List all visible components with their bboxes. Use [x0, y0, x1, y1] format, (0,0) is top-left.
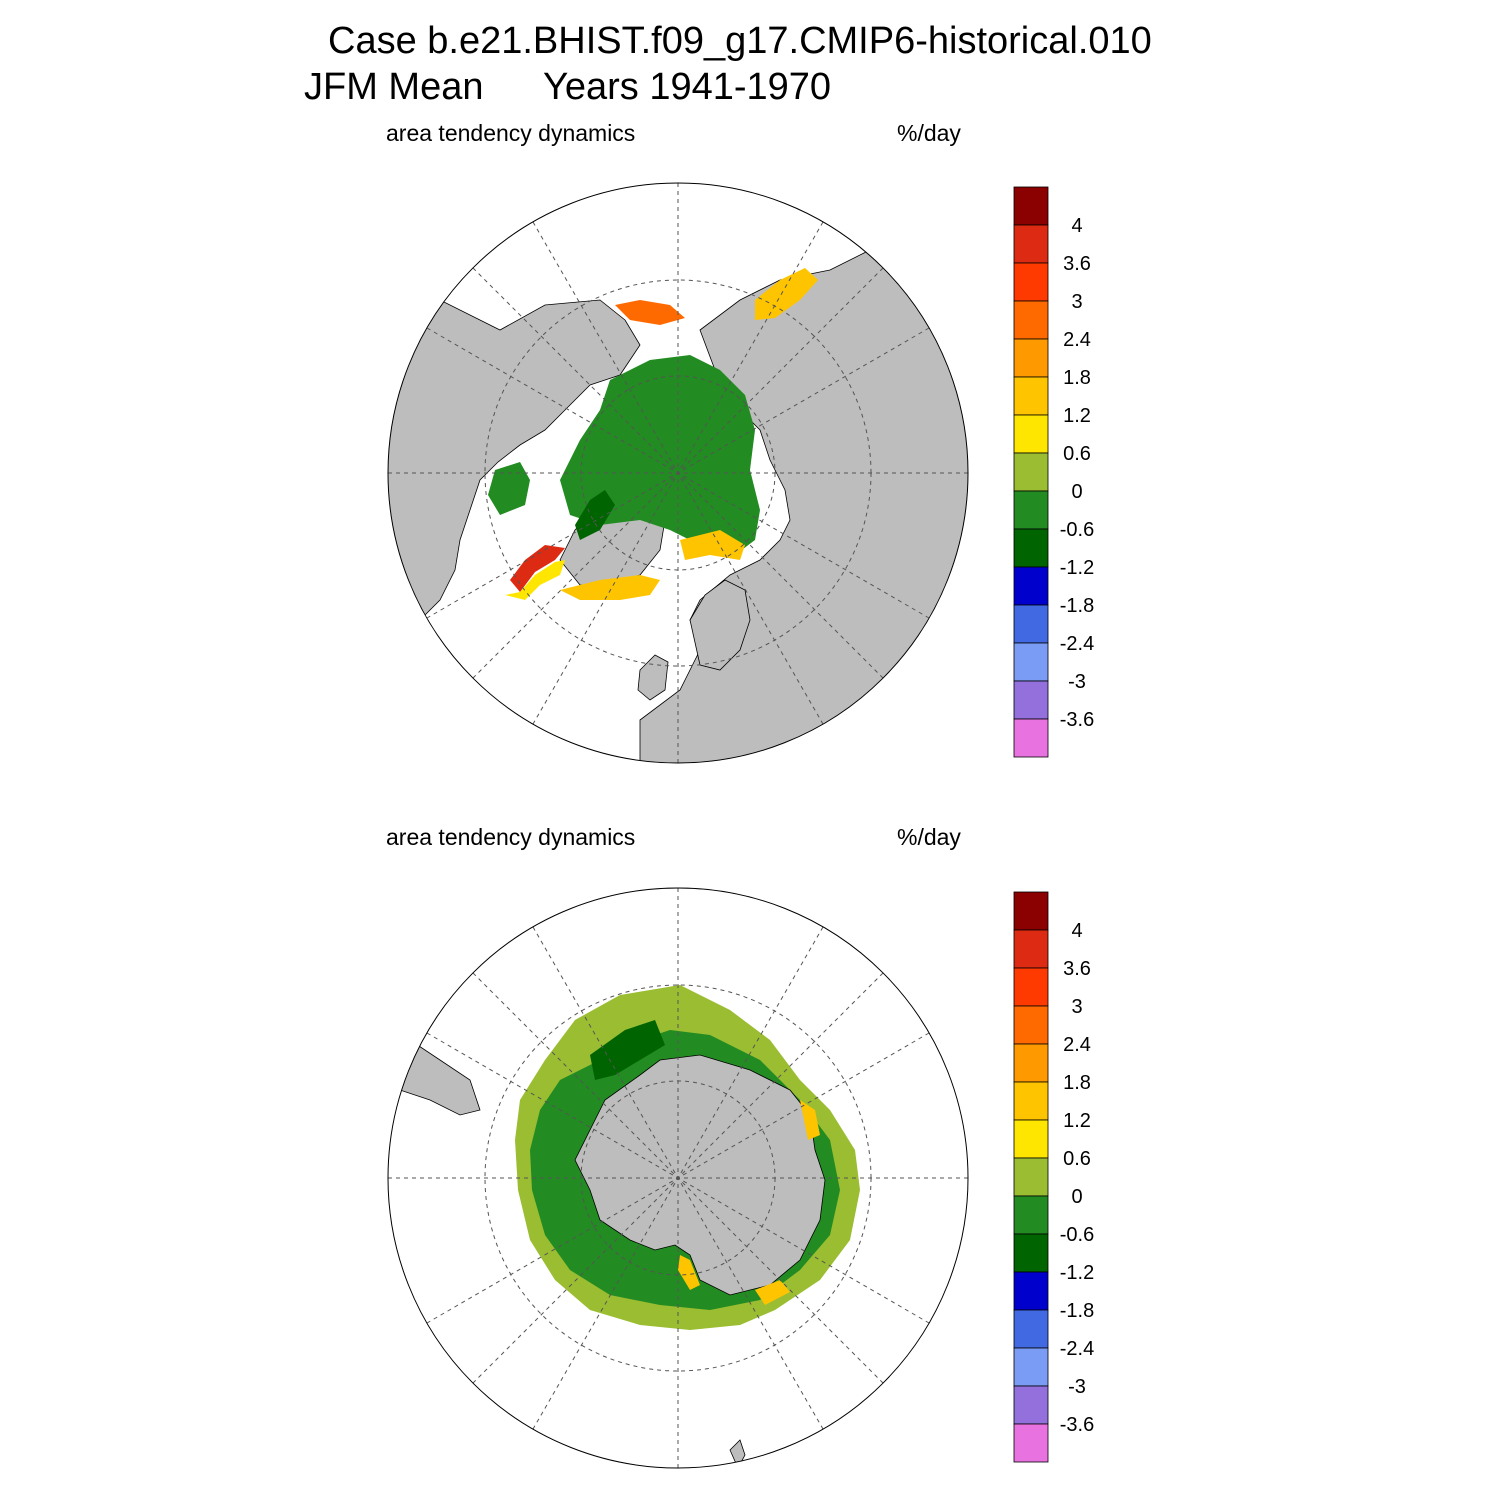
- weddell-sea-ice-edge: [678, 1255, 700, 1290]
- north-colorbar-box-4: [1013, 338, 1049, 378]
- south-colorbar-tick-label: 0.6: [1063, 1148, 1091, 1170]
- south-colorbar: 4 3.6 3 2.4 1.8 1.2 0.6 0 -0.6 -1.2 -1.8 -2.4 -3 -3.6: [1013, 891, 1094, 1463]
- uk-land: [637, 654, 669, 701]
- north-colorbar: 4 3.6 3 2.4 1.8 1.2 0.6 0 -0.6 -1.2 -1.8 -2.4 -3 -3.6: [1013, 186, 1094, 758]
- baffin-bay-ice-field: [575, 490, 615, 540]
- north-colorbar-box-2: [1013, 262, 1049, 302]
- north-colorbar-box-11: [1013, 604, 1049, 644]
- south-panel-units-label: %/day: [897, 824, 961, 850]
- figure-title-years: Years 1941-1970: [543, 66, 832, 108]
- okhotsk-ice-field: [755, 268, 818, 320]
- south-colorbar-box-7: [1013, 1157, 1049, 1197]
- north-colorbar-box-12: [1013, 642, 1049, 682]
- south-colorbar-box-8: [1013, 1195, 1049, 1235]
- hudson-bay-ice-field: [488, 462, 530, 515]
- arctic-graticule: [388, 183, 968, 763]
- south-colorbar-box-13: [1013, 1385, 1049, 1425]
- north-colorbar-box-0: [1013, 186, 1049, 226]
- north-panel-units-label: %/day: [897, 120, 961, 146]
- north-colorbar-tick-label: 3.6: [1063, 253, 1091, 275]
- south-colorbar-box-2: [1013, 967, 1049, 1007]
- figure-title-season: JFM Mean: [304, 66, 484, 108]
- amundsen-sea-ice-edge: [755, 1280, 790, 1305]
- north-colorbar-tick-label: -1.2: [1060, 557, 1094, 579]
- north-colorbar-box-13: [1013, 680, 1049, 720]
- north-colorbar-tick-label: -1.8: [1060, 595, 1094, 617]
- greenland-sea-ice-edge: [560, 575, 660, 600]
- south-colorbar-tick-label: -3: [1068, 1376, 1086, 1398]
- north-colorbar-box-3: [1013, 300, 1049, 340]
- antarctic-map: [387, 887, 969, 1469]
- north-colorbar-tick-label: -0.6: [1060, 519, 1094, 541]
- arctic-map-boundary: [387, 182, 969, 764]
- north-colorbar-tick-label: -3.6: [1060, 709, 1094, 731]
- arctic-land-mass: [388, 299, 641, 626]
- south-colorbar-tick-label: 3: [1071, 996, 1082, 1018]
- south-colorbar-tick-label: 1.8: [1063, 1072, 1091, 1094]
- east-antarctic-ice-edge: [800, 1100, 820, 1140]
- north-colorbar-box-10: [1013, 566, 1049, 606]
- north-colorbar-box-7: [1013, 452, 1049, 492]
- labrador-ice-edge-positive: [505, 560, 565, 600]
- north-colorbar-tick-label: -3: [1068, 671, 1086, 693]
- north-colorbar-tick-label: 0: [1071, 481, 1082, 503]
- south-colorbar-box-14: [1013, 1423, 1049, 1463]
- south-colorbar-tick-label: -2.4: [1060, 1338, 1094, 1360]
- south-colorbar-tick-label: -1.8: [1060, 1300, 1094, 1322]
- antarctic-map-boundary: [387, 887, 969, 1469]
- south-colorbar-box-9: [1013, 1233, 1049, 1273]
- north-panel-variable-label: area tendency dynamics: [386, 120, 636, 146]
- south-colorbar-tick-label: 1.2: [1063, 1110, 1091, 1132]
- south-colorbar-tick-label: 0: [1071, 1186, 1082, 1208]
- south-colorbar-tick-label: -3.6: [1060, 1414, 1094, 1436]
- north-colorbar-tick-label: 4: [1071, 215, 1082, 237]
- north-colorbar-box-5: [1013, 376, 1049, 416]
- south-colorbar-box-6: [1013, 1119, 1049, 1159]
- south-colorbar-tick-label: -0.6: [1060, 1224, 1094, 1246]
- south-colorbar-tick-label: 4: [1071, 920, 1082, 942]
- antarctic-graticule: [388, 888, 968, 1468]
- north-colorbar-box-8: [1013, 490, 1049, 530]
- antarctica-land: [574, 1054, 826, 1296]
- north-colorbar-tick-label: -2.4: [1060, 633, 1094, 655]
- figure-title-case: Case b.e21.BHIST.f09_g17.CMIP6-historica…: [328, 20, 1152, 62]
- south-colorbar-box-0: [1013, 891, 1049, 931]
- south-colorbar-box-1: [1013, 929, 1049, 969]
- south-colorbar-box-3: [1013, 1005, 1049, 1045]
- north-colorbar-tick-label: 3: [1071, 291, 1082, 313]
- scandinavia-land: [689, 579, 751, 671]
- south-colorbar-box-11: [1013, 1309, 1049, 1349]
- south-panel-variable-label: area tendency dynamics: [386, 824, 636, 850]
- north-colorbar-tick-label: 1.2: [1063, 405, 1091, 427]
- south-colorbar-box-12: [1013, 1347, 1049, 1387]
- north-colorbar-box-9: [1013, 528, 1049, 568]
- ross-sea-ice-field: [590, 1020, 665, 1080]
- south-colorbar-box-4: [1013, 1043, 1049, 1083]
- north-colorbar-box-14: [1013, 718, 1049, 758]
- north-colorbar-tick-label: 1.8: [1063, 367, 1091, 389]
- south-colorbar-box-5: [1013, 1081, 1049, 1121]
- north-colorbar-tick-label: 2.4: [1063, 329, 1091, 351]
- north-colorbar-box-6: [1013, 414, 1049, 454]
- north-colorbar-tick-label: 0.6: [1063, 443, 1091, 465]
- arctic-map: [387, 182, 969, 764]
- south-colorbar-tick-label: 2.4: [1063, 1034, 1091, 1056]
- south-colorbar-tick-label: -1.2: [1060, 1262, 1094, 1284]
- north-colorbar-box-1: [1013, 224, 1049, 264]
- labrador-ice-edge-strong-positive: [510, 545, 565, 592]
- south-colorbar-tick-label: 3.6: [1063, 958, 1091, 980]
- bering-ice-field: [615, 300, 685, 325]
- south-colorbar-box-10: [1013, 1271, 1049, 1311]
- barents-ice-edge-positive: [680, 530, 745, 560]
